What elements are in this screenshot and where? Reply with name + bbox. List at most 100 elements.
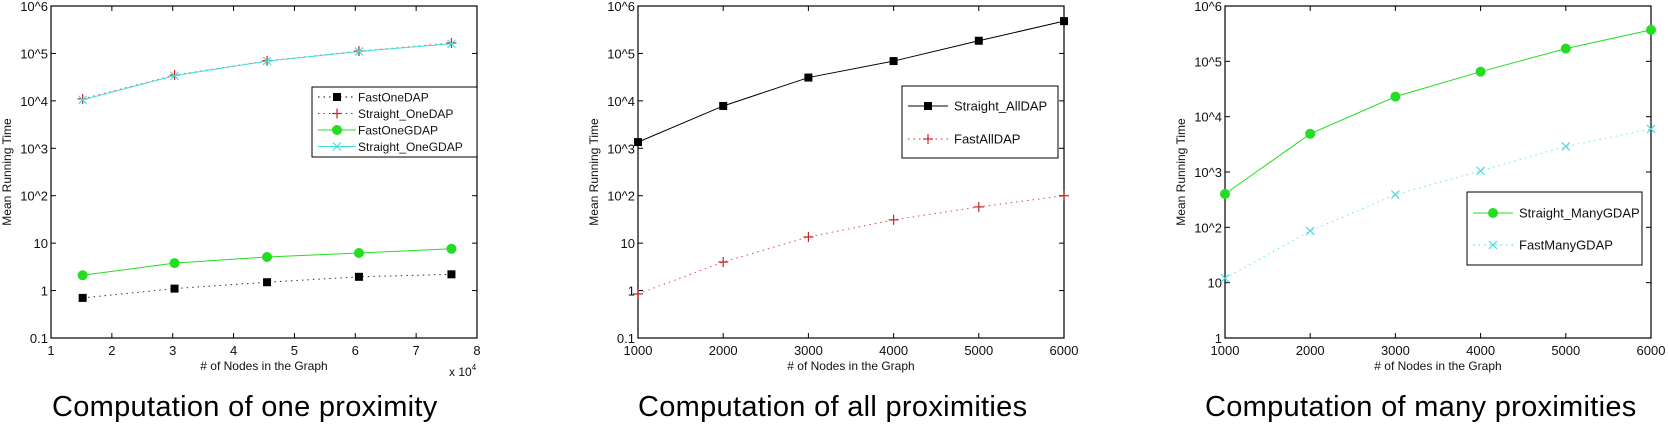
- y-tick-label: 0.1: [617, 331, 635, 346]
- x-tick-label: 4000: [879, 343, 908, 358]
- x-tick-label: 7: [413, 343, 420, 358]
- series-fastonegdap: [77, 243, 457, 281]
- circle-marker: [1390, 91, 1401, 102]
- legend-marker-icon: [1488, 208, 1498, 218]
- x-tick-label: 4: [230, 343, 237, 358]
- x-marker: [1220, 273, 1230, 283]
- square-marker: [634, 138, 642, 147]
- legend-label: FastManyGDAP: [1519, 238, 1613, 253]
- y-tick-label: 10^5: [20, 46, 48, 61]
- series-line: [82, 273, 452, 299]
- x-tick-label: 3000: [1381, 343, 1410, 358]
- circle-marker: [1475, 66, 1486, 77]
- x-tick-label: 3: [169, 343, 176, 358]
- plus-marker: [803, 231, 814, 242]
- y-tick-label: 10^2: [20, 189, 48, 204]
- series-fastonedap: [78, 270, 456, 302]
- y-tick-label: 10: [621, 236, 635, 251]
- plot-area: [50, 5, 478, 339]
- y-tick-label: 1: [628, 284, 635, 299]
- legend-box: [1466, 191, 1643, 266]
- x-marker: [1476, 166, 1486, 176]
- square-marker: [889, 57, 898, 66]
- plus-marker: [633, 288, 643, 299]
- y-tick-label: 10^2: [607, 189, 635, 204]
- y-tick-label: 10: [1208, 276, 1222, 291]
- y-axis-label: Mean Running Time: [1174, 118, 1188, 226]
- square-marker: [170, 284, 179, 293]
- y-tick-label: 10: [34, 236, 48, 251]
- square-marker: [974, 36, 983, 45]
- legend-box: [901, 85, 1059, 159]
- x-tick-label: 2000: [1296, 343, 1325, 358]
- chart-all-proximities: 0.1 1 10 10^2 10^3 10^4 10^5 10^6 1000 2000 3000 40…: [587, 0, 1078, 373]
- y-tick-label: 10^3: [20, 141, 48, 156]
- legend-label: Straight_OneGDAP: [358, 140, 463, 154]
- y-tick-label: 1: [1215, 331, 1222, 346]
- x-marker: [354, 47, 364, 56]
- x-tick-label: 4000: [1466, 343, 1495, 358]
- x-tick-label: 5: [291, 343, 298, 358]
- y-tick-label: 10^4: [1194, 110, 1222, 125]
- square-marker: [263, 278, 272, 287]
- y-tick-label: 10^3: [1194, 165, 1222, 180]
- x-marker: [1305, 226, 1315, 236]
- series-line: [637, 20, 1065, 143]
- x-marker: [447, 39, 456, 49]
- legend-marker-icon: [923, 134, 933, 144]
- legend-label: FastAllDAP: [954, 132, 1020, 147]
- legend: FastOneDAP Straight_OneDAP FastOneGDAP Stra…: [311, 86, 478, 158]
- x-tick-label: 6: [352, 343, 359, 358]
- x-tick-label: 1000: [624, 343, 653, 358]
- x-tick-label: 1: [47, 343, 54, 358]
- y-axis-label: Mean Running Time: [0, 118, 14, 226]
- legend-marker-icon: [924, 102, 932, 110]
- y-tick-label: 10^5: [607, 46, 635, 61]
- y-tick-label: 10^6: [607, 0, 635, 14]
- legend: Straight_ManyGDAP FastManyGDAP: [1466, 191, 1643, 266]
- square-marker: [1060, 17, 1068, 26]
- square-marker: [804, 73, 813, 82]
- x-tick-label: 2000: [709, 343, 738, 358]
- x-tick-label: 6000: [1050, 343, 1079, 358]
- circle-marker: [1220, 189, 1230, 200]
- x-marker: [1646, 124, 1656, 134]
- x-axis-label: # of Nodes in the Graph: [200, 359, 327, 373]
- y-tick-label: 10^3: [607, 141, 635, 156]
- series-line: [1224, 29, 1652, 195]
- circle-marker: [1646, 24, 1656, 35]
- circle-marker: [262, 252, 273, 263]
- x-tick-label: 6000: [1637, 343, 1666, 358]
- chart-many-proximities: 1 10 10^2 10^3 10^4 10^5 10^6 1000 2000 3000 4000 5…: [1174, 0, 1665, 373]
- y-axis-label: Mean Running Time: [587, 118, 601, 226]
- x-marker: [170, 71, 179, 81]
- plus-marker: [1059, 190, 1069, 201]
- circle-marker: [353, 247, 364, 258]
- legend-marker-icon: [332, 142, 342, 151]
- legend-marker-icon: [333, 93, 341, 101]
- caption-one-proximity: Computation of one proximity: [52, 391, 438, 423]
- x-tick-label: 5000: [1551, 343, 1580, 358]
- legend-label: FastOneDAP: [358, 91, 429, 105]
- legend-label: Straight_ManyGDAP: [1519, 206, 1640, 221]
- legend: Straight_AllDAP FastAllDAP: [901, 85, 1059, 159]
- square-marker: [447, 270, 456, 279]
- y-tick-label: 0.1: [30, 331, 48, 346]
- x-axis-label: # of Nodes in the Graph: [787, 359, 914, 373]
- plus-marker: [973, 201, 984, 212]
- legend-label: Straight_AllDAP: [954, 99, 1047, 114]
- x-tick-label: 8: [473, 343, 480, 358]
- series-straight_onegdap: [78, 39, 456, 105]
- legend-marker-icon: [1488, 240, 1498, 250]
- x-multiplier-label: x 104: [449, 363, 477, 379]
- x-marker: [262, 56, 272, 66]
- x-tick-label: 1000: [1211, 343, 1240, 358]
- square-marker: [78, 293, 87, 302]
- x-tick-label: 3000: [794, 343, 823, 358]
- x-tick-label: 5000: [964, 343, 993, 358]
- legend-label: Straight_OneDAP: [358, 107, 453, 121]
- series-fastalldap: [633, 190, 1069, 299]
- x-marker: [1390, 190, 1400, 200]
- caption-many-proximities: Computation of many proximities: [1205, 391, 1637, 423]
